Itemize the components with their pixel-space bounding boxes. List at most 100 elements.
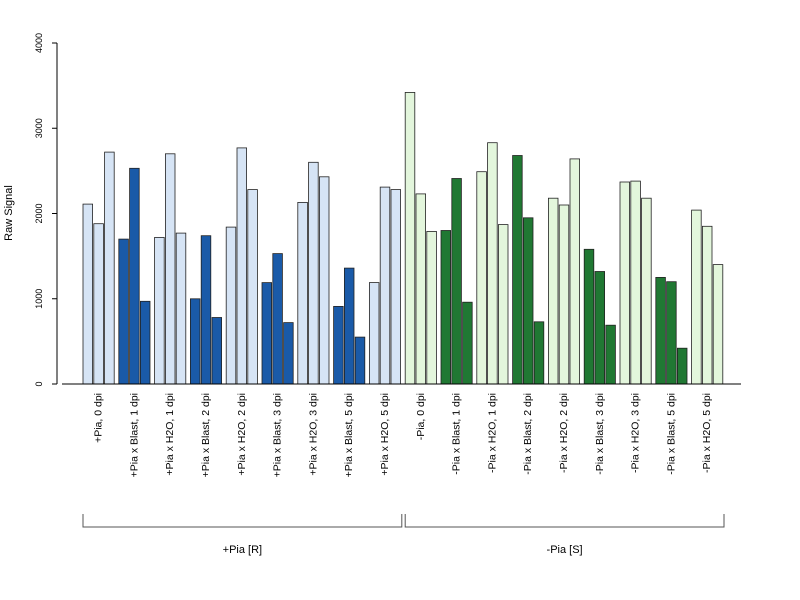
category-label: +Pia x H2O, 1 dpi [164, 393, 176, 476]
bar-group [297, 161, 330, 385]
bar-group [154, 153, 187, 385]
category-label: -Pia x H2O, 1 dpi [486, 393, 498, 473]
bar [712, 264, 724, 385]
bar [236, 147, 248, 385]
bar-group [404, 92, 437, 385]
bar [261, 282, 273, 385]
category-label: +Pia x H2O, 2 dpi [236, 393, 248, 476]
bar [333, 305, 344, 385]
bar [487, 142, 498, 385]
bar [512, 155, 523, 385]
y-tick-label: 1000 [34, 289, 44, 309]
bar [318, 176, 330, 385]
bar [225, 226, 237, 385]
bar [308, 161, 319, 385]
category-label: +Pia x H2O, 5 dpi [379, 393, 391, 476]
category-label: -Pia x H2O, 2 dpi [558, 393, 570, 473]
bracket-line [404, 514, 725, 528]
bar [93, 223, 104, 385]
bar-group [225, 147, 258, 385]
category-label: +Pia x Blast, 1 dpi [128, 393, 140, 477]
category-label: +Pia x H2O, 3 dpi [307, 393, 319, 476]
bar [272, 253, 283, 385]
category-label: -Pia x Blast, 5 dpi [665, 393, 677, 475]
bar [630, 180, 641, 385]
bar-group [548, 158, 581, 385]
group-label: +Pia [R] [223, 544, 262, 556]
bar [476, 171, 487, 385]
bar [164, 153, 176, 385]
y-axis-title: Raw Signal [3, 185, 15, 241]
bar [677, 347, 688, 385]
bar [283, 322, 294, 385]
bar [404, 92, 416, 385]
bar [451, 178, 462, 385]
category-label: +Pia, 0 dpi [93, 393, 105, 443]
bar-group [118, 167, 151, 385]
bar [379, 186, 391, 385]
bar [702, 225, 713, 385]
bar [569, 158, 581, 385]
bar-group [655, 276, 688, 385]
bar [462, 301, 473, 385]
group-bracket: +Pia [R] [82, 514, 403, 556]
bar-group [440, 178, 473, 385]
bar [415, 193, 427, 385]
bar [211, 317, 223, 385]
bar-group [512, 155, 545, 385]
bar [619, 181, 631, 385]
category-label: -Pia x H2O, 5 dpi [701, 393, 713, 473]
bar [82, 203, 94, 385]
bar-group [619, 180, 652, 385]
bar [368, 282, 380, 385]
bar [523, 217, 534, 385]
category-label: -Pia x Blast, 3 dpi [594, 393, 606, 475]
category-label: -Pia x Blast, 2 dpi [522, 393, 534, 475]
y-tick-label: 4000 [34, 33, 44, 53]
bar-group [368, 186, 402, 385]
bar-group [82, 151, 115, 385]
bar [129, 167, 140, 385]
bar [605, 324, 616, 385]
bar [189, 298, 201, 385]
bars [82, 92, 724, 385]
group-label: -Pia [S] [547, 544, 583, 556]
y-axis: 0 1000 2000 3000 4000 [34, 33, 58, 387]
bar [440, 230, 452, 385]
bar [641, 197, 652, 385]
bar [691, 209, 702, 385]
bar [655, 276, 666, 385]
y-tick-label: 2000 [34, 203, 44, 223]
bar-group [583, 248, 616, 385]
category-label: -Pia x Blast, 1 dpi [451, 393, 463, 475]
category-labels: +Pia, 0 dpi +Pia x Blast, 1 dpi +Pia x H2O… [93, 393, 714, 477]
category-label: -Pia, 0 dpi [415, 393, 427, 440]
bar-group [476, 142, 509, 385]
bar [297, 201, 308, 385]
bar [118, 238, 129, 385]
group-bracket: -Pia [S] [404, 514, 725, 556]
bar [139, 300, 151, 385]
bar [426, 230, 437, 385]
bar [390, 189, 402, 385]
bar-group [691, 209, 724, 385]
bar-group [333, 267, 366, 385]
category-label: +Pia x Blast, 2 dpi [200, 393, 212, 477]
bar [175, 232, 187, 385]
bar-group [261, 253, 294, 385]
y-tick-label: 0 [34, 381, 44, 386]
bar [343, 267, 355, 385]
bar [497, 224, 509, 385]
bar [247, 189, 258, 385]
y-tick-label: 3000 [34, 118, 44, 138]
bar [154, 236, 165, 385]
bar [104, 151, 115, 385]
group-brackets: +Pia [R] -Pia [S] [82, 514, 725, 556]
category-label: +Pia x Blast, 3 dpi [272, 393, 284, 477]
bar [666, 281, 677, 385]
bar-group [189, 235, 223, 385]
bar [533, 321, 545, 385]
bar [558, 204, 570, 385]
category-label: +Pia x Blast, 5 dpi [343, 393, 355, 477]
